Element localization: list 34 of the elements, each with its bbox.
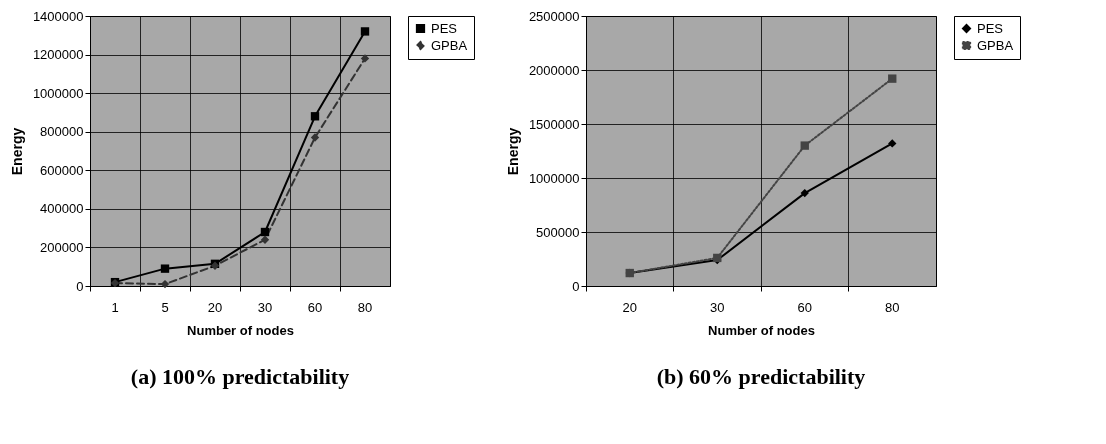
y-tick-label: 0 xyxy=(572,278,580,294)
y-tick-label: 1400000 xyxy=(32,8,84,24)
y-axis-title: Energy xyxy=(8,127,25,176)
x-tick-label: 80 xyxy=(885,299,900,315)
y-tick-label: 200000 xyxy=(40,239,84,255)
text: (a) 100% predictability xyxy=(130,364,350,389)
legend-label: GPBA xyxy=(977,37,1014,53)
x-axis-title: Number of nodes xyxy=(708,322,815,338)
x-tick-label: 60 xyxy=(797,299,812,315)
text: (b) 60% predictability xyxy=(656,364,866,389)
x-tick-label: 30 xyxy=(257,299,273,315)
y-tick-label: 1200000 xyxy=(32,47,84,63)
x-tick-label: 30 xyxy=(710,299,725,315)
x-tick-label: 20 xyxy=(622,299,637,315)
y-tick-label: 2000000 xyxy=(528,62,580,78)
y-tick-label: 2500000 xyxy=(528,8,580,24)
y-tick-label: 1000000 xyxy=(32,85,84,101)
y-tick-label: 1000000 xyxy=(528,170,580,186)
x-tick-label: 80 xyxy=(357,299,373,315)
y-tick-label: 600000 xyxy=(40,162,84,178)
x-tick-label: 60 xyxy=(307,299,323,315)
x-axis-title: Number of nodes xyxy=(187,322,294,338)
x-tick-label: 5 xyxy=(161,299,169,315)
legend-label: PES xyxy=(977,20,1004,36)
y-axis-title: Energy xyxy=(504,127,521,176)
legend-label: PES xyxy=(431,20,458,36)
y-tick-label: 800000 xyxy=(40,124,84,140)
y-tick-label: 1500000 xyxy=(528,116,580,132)
y-tick-label: 400000 xyxy=(40,201,84,217)
y-tick-label: 0 xyxy=(76,278,84,294)
y-tick-label: 500000 xyxy=(536,224,580,240)
x-tick-label: 20 xyxy=(207,299,223,315)
legend-label: GPBA xyxy=(431,37,468,53)
x-tick-label: 1 xyxy=(111,299,119,315)
